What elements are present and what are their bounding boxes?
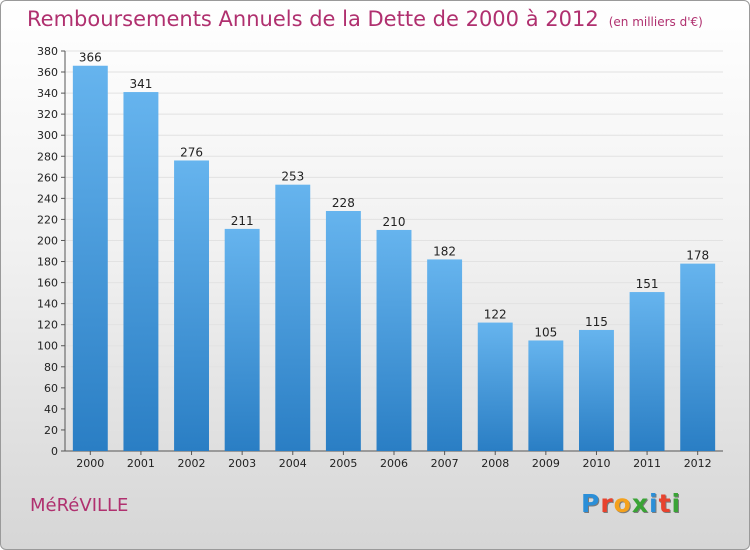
y-tick-label: 320 [37, 108, 58, 121]
x-tick-label: 2011 [633, 457, 661, 470]
logo-letter: t [658, 489, 672, 518]
y-tick-label: 80 [44, 361, 58, 374]
x-tick-label: 2001 [127, 457, 155, 470]
x-tick-label: 2006 [380, 457, 408, 470]
bar-value-label: 151 [636, 277, 659, 291]
y-tick-label: 240 [37, 192, 58, 205]
x-tick-label: 2002 [178, 457, 206, 470]
logo-letter: P [581, 489, 601, 518]
bar [325, 211, 361, 451]
bar [477, 322, 513, 451]
data-labels: 366 341 276 211 253 228 210 182 122 105 115 151 178 [79, 51, 709, 340]
title-unit: (en milliers d'€) [608, 15, 703, 29]
bar-value-label: 253 [281, 170, 304, 184]
y-tick-label: 140 [37, 298, 58, 311]
bar [376, 229, 412, 451]
bar-value-label: 366 [79, 51, 102, 65]
title-text: Remboursements Annuels de la Dette de 20… [27, 7, 599, 31]
x-tick-label: 2008 [481, 457, 509, 470]
bar-value-label: 115 [585, 315, 608, 329]
bar-value-label: 210 [383, 215, 406, 229]
bar [680, 263, 716, 451]
bar [275, 184, 311, 451]
bar [123, 92, 159, 451]
y-tick-label: 160 [37, 277, 58, 290]
proxiti-logo[interactable]: Proxiti [581, 489, 681, 518]
y-tick-label: 300 [37, 129, 58, 142]
bar [578, 329, 614, 451]
y-tick-label: 20 [44, 424, 58, 437]
x-tick-label: 2007 [431, 457, 459, 470]
x-tick-label: 2009 [532, 457, 560, 470]
city-name: MéRéVILLE [30, 495, 129, 516]
x-tick-label: 2004 [279, 457, 307, 470]
chart-title: Remboursements Annuels de la Dette de 20… [27, 7, 703, 31]
y-tick-label: 100 [37, 340, 58, 353]
bar-value-label: 178 [686, 249, 709, 263]
x-tick-label: 2003 [228, 457, 256, 470]
bar [528, 340, 564, 451]
logo-letter: o [613, 489, 632, 518]
bar-value-label: 122 [484, 308, 507, 322]
y-tick-label: 380 [37, 45, 58, 58]
bar-value-label: 228 [332, 196, 355, 210]
bar [174, 160, 210, 451]
logo-letter: x [631, 489, 649, 518]
x-tick-label: 2005 [329, 457, 357, 470]
bar-value-label: 105 [534, 325, 557, 339]
bars [72, 65, 716, 451]
y-tick-label: 120 [37, 319, 58, 332]
x-tick-label: 2000 [76, 457, 104, 470]
y-tick-label: 340 [37, 87, 58, 100]
y-tick-label: 220 [37, 213, 58, 226]
bar-value-label: 182 [433, 244, 456, 258]
x-tick-label: 2012 [684, 457, 712, 470]
y-tick-label: 0 [51, 445, 58, 458]
y-tick-label: 280 [37, 150, 58, 163]
bar-value-label: 211 [231, 214, 254, 228]
y-tick-label: 40 [44, 403, 58, 416]
logo-letter: i [671, 489, 682, 518]
bar [224, 228, 260, 451]
y-tick-label: 260 [37, 171, 58, 184]
bar [427, 259, 463, 451]
logo-letter: i [649, 489, 659, 518]
bar-value-label: 341 [129, 77, 152, 91]
bar [72, 65, 108, 451]
x-tick-label: 2010 [582, 457, 610, 470]
y-tick-label: 60 [44, 382, 58, 395]
y-tick-label: 180 [37, 256, 58, 269]
y-tick-label: 200 [37, 234, 58, 247]
bar [629, 292, 665, 451]
bar-value-label: 276 [180, 145, 203, 159]
y-tick-label: 360 [37, 66, 58, 79]
logo-letter: r [600, 489, 614, 518]
